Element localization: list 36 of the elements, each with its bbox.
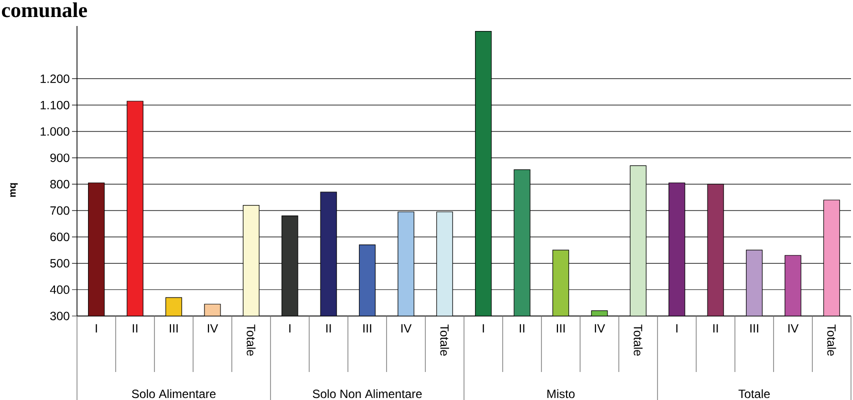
y-axis-title: mq (10, 183, 18, 197)
x-tick-label: IV (401, 324, 412, 332)
chart-title: comunale (2, 2, 87, 18)
y-tick-label: 600 (50, 232, 70, 242)
x-tick-label: Totale (634, 324, 643, 356)
x-tick-label: III (363, 324, 372, 332)
x-tick-label: III (750, 324, 758, 332)
y-tick-label: 700 (50, 206, 70, 215)
x-tick-label: I (289, 324, 290, 332)
x-tick-label: III (556, 324, 565, 332)
x-tick-label: III (170, 324, 178, 332)
x-tick-label: Totale (827, 324, 836, 356)
x-tick-label: I (676, 324, 678, 332)
y-tick-label: 1.000 (40, 127, 70, 136)
text: Solo Non Alimentare (312, 389, 422, 398)
y-tick-label: 500 (50, 259, 70, 268)
x-tick-label: I (482, 324, 484, 332)
x-tick-label: Totale (440, 324, 450, 356)
x-tick-label: II (132, 324, 138, 332)
text: Totale (738, 389, 770, 398)
x-tick-label: Totale (246, 324, 256, 356)
y-tick-label: 400 (50, 285, 70, 294)
x-tick-label: IV (788, 324, 799, 332)
y-tick-label: 300 (50, 312, 70, 320)
text: Misto (547, 389, 575, 398)
y-tick-label: 1.100 (40, 100, 70, 110)
text: Solo Alimentare (132, 389, 216, 398)
y-tick-label: 800 (50, 180, 70, 188)
x-tick-label: IV (594, 324, 606, 332)
x-tick-label: II (520, 324, 524, 332)
x-tick-label: II (326, 324, 331, 332)
y-tick-label: 900 (50, 154, 70, 162)
x-tick-label: II (713, 324, 718, 332)
x-tick-label: IV (208, 324, 218, 332)
y-tick-label: 1.200 (40, 74, 70, 83)
x-tick-label: I (96, 324, 97, 332)
